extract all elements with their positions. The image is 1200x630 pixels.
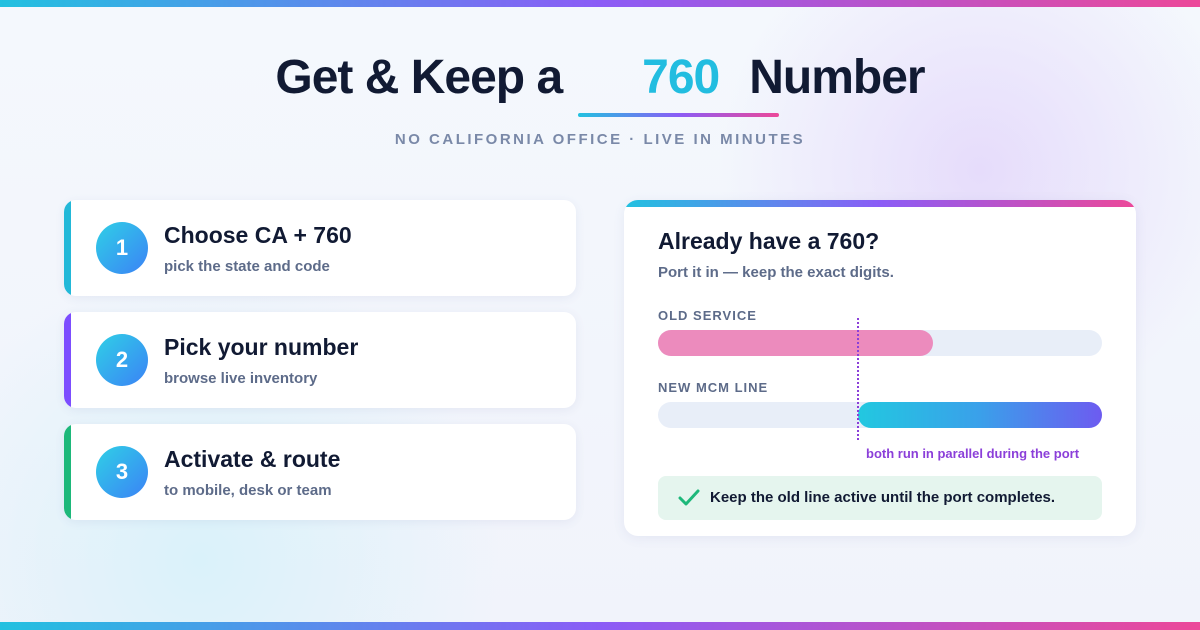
step-card: 3 Activate & route to mobile, desk or te… bbox=[64, 424, 576, 520]
check-note: Keep the old line active until the port … bbox=[710, 489, 1056, 506]
step-stripe bbox=[64, 200, 71, 296]
step-description: pick the state and code bbox=[164, 258, 330, 275]
step-description: to mobile, desk or team bbox=[164, 482, 332, 499]
card-subtitle: Port it in — keep the exact digits. bbox=[658, 264, 894, 281]
port-card: Already have a 760? Port it in — keep th… bbox=[624, 200, 1136, 536]
old-bar bbox=[658, 330, 933, 356]
step-title: Pick your number bbox=[164, 334, 359, 360]
card-band bbox=[624, 200, 1136, 207]
top-band bbox=[0, 0, 1200, 7]
headline-start: Get & Keep a bbox=[275, 51, 563, 104]
check-box: Keep the old line active until the port … bbox=[658, 476, 1102, 520]
parallel-note: both run in parallel during the port bbox=[866, 446, 1080, 461]
step-number: 1 bbox=[96, 222, 148, 274]
headline: Get & Keep a 760 Number bbox=[0, 50, 1200, 117]
step-number: 3 bbox=[96, 446, 148, 498]
subtitle: NO CALIFORNIA OFFICE · LIVE IN MINUTES bbox=[394, 131, 806, 148]
headline-end: Number bbox=[749, 51, 925, 104]
check-icon bbox=[678, 489, 700, 506]
new-label: NEW MCM LINE bbox=[658, 380, 769, 395]
bottom-band bbox=[0, 622, 1200, 630]
step-title: Choose CA + 760 bbox=[164, 222, 352, 248]
step-description: browse live inventory bbox=[164, 370, 318, 387]
step-number: 2 bbox=[96, 334, 148, 386]
card-title: Already have a 760? bbox=[658, 228, 880, 254]
step-stripe bbox=[64, 312, 71, 408]
new-bar bbox=[858, 402, 1102, 428]
old-label: OLD SERVICE bbox=[658, 308, 757, 323]
step-stripe bbox=[64, 424, 71, 520]
step-card: 1 Choose CA + 760 pick the state and cod… bbox=[64, 200, 576, 296]
step-title: Activate & route bbox=[164, 446, 341, 472]
headline-highlight: 760 bbox=[578, 51, 780, 117]
step-card: 2 Pick your number browse live inventory bbox=[64, 312, 576, 408]
handover-line bbox=[857, 318, 859, 440]
